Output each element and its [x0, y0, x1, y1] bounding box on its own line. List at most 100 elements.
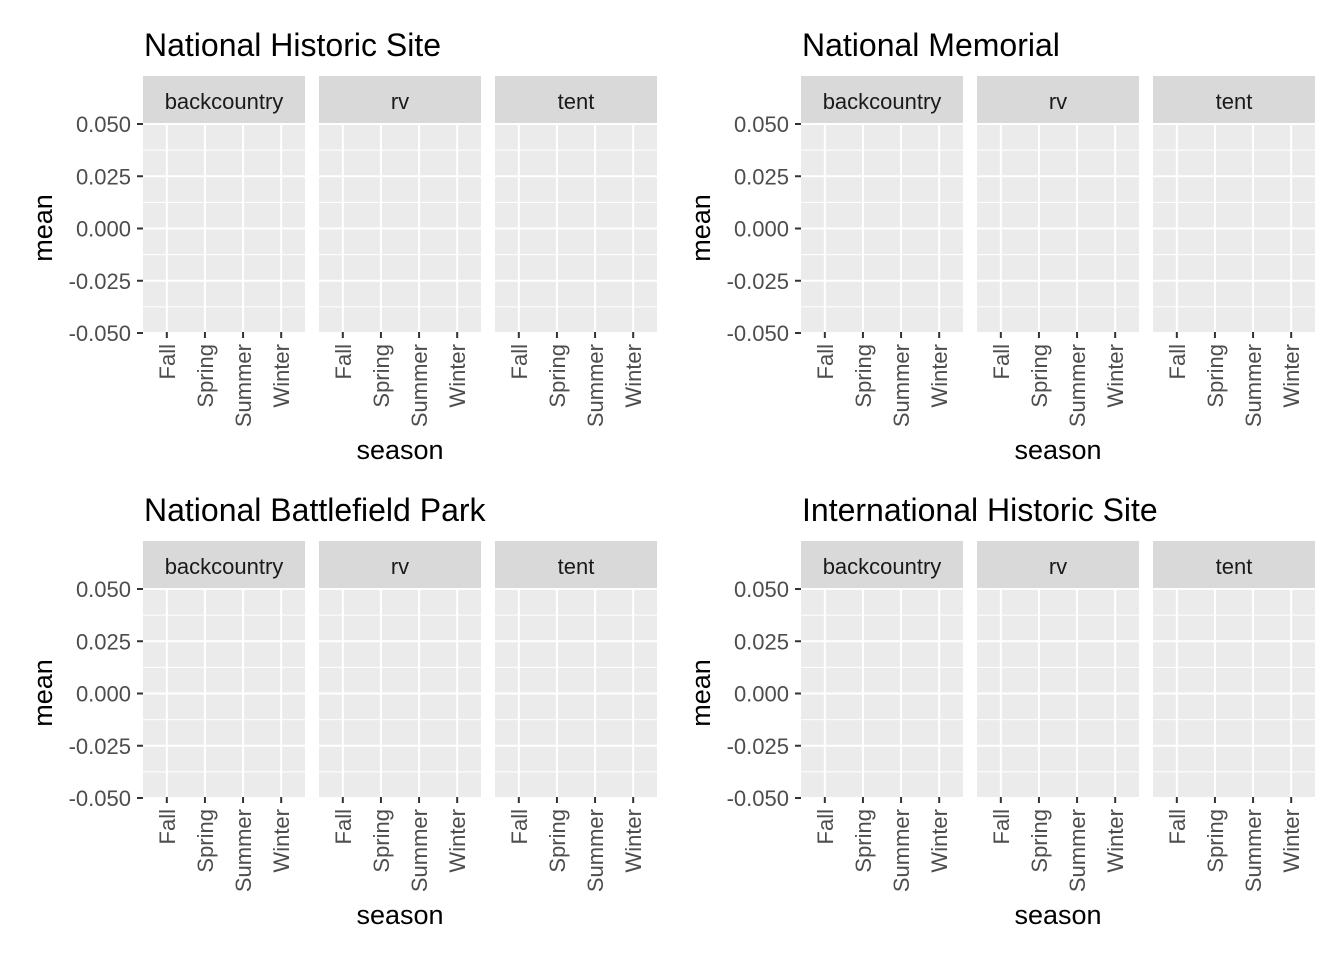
- x-tick-label: Fall: [813, 809, 838, 844]
- y-tick-label: -0.050: [69, 786, 131, 811]
- x-tick-label: Spring: [545, 809, 570, 873]
- y-tick-label: -0.050: [727, 786, 789, 811]
- y-axis-title: mean: [686, 659, 716, 727]
- y-tick-label: 0.025: [76, 629, 131, 654]
- facet-strip: [319, 541, 481, 588]
- chart-panel-group: National Historic Site backcountry Fall Spr…: [28, 27, 657, 465]
- facet-strip: [977, 541, 1139, 588]
- x-tick-label: Winter: [621, 809, 646, 873]
- x-tick-label: Summer: [231, 344, 256, 427]
- x-tick-label: Fall: [331, 344, 356, 379]
- facet-panel: tent Fall Spring Summer Winter: [1153, 541, 1315, 892]
- x-tick-label: Fall: [989, 344, 1014, 379]
- y-axis-title: mean: [28, 194, 58, 262]
- x-axis-title: season: [1014, 435, 1101, 465]
- facet-panel: backcountry Fall Spring Summer Winter: [801, 541, 963, 892]
- x-tick-label: Spring: [1027, 809, 1052, 873]
- facet-panel: tent Fall Spring Summer Winter: [495, 76, 657, 427]
- x-tick-label: Summer: [889, 809, 914, 892]
- x-tick-label: Winter: [269, 344, 294, 408]
- y-tick-label: -0.050: [727, 321, 789, 346]
- facet-strip-label: tent: [558, 554, 595, 579]
- y-tick-label: -0.050: [69, 321, 131, 346]
- facet-strip-label: backcountry: [823, 554, 942, 579]
- chart-panel-group: International Historic Site backcountry Fa…: [686, 492, 1315, 930]
- facet-strip-label: tent: [558, 89, 595, 114]
- x-tick-label: Fall: [507, 344, 532, 379]
- x-tick-label: Spring: [369, 809, 394, 873]
- y-tick-label: 0.050: [76, 577, 131, 602]
- facet-strip: [977, 76, 1139, 123]
- facet-panel: backcountry Fall Spring Summer Winter: [143, 76, 305, 427]
- x-tick-label: Spring: [1203, 344, 1228, 408]
- facet-strip-label: tent: [1216, 554, 1253, 579]
- x-tick-label: Fall: [813, 344, 838, 379]
- chart-title: National Memorial: [802, 27, 1060, 63]
- chart-panel-group: National Memorial backcountry Fall Spring Su…: [686, 27, 1315, 465]
- y-tick-label: 0.025: [76, 164, 131, 189]
- x-tick-label: Summer: [407, 344, 432, 427]
- x-tick-label: Spring: [851, 344, 876, 408]
- facet-strip-label: backcountry: [165, 554, 284, 579]
- x-tick-label: Spring: [545, 344, 570, 408]
- facet-strip-label: rv: [391, 554, 409, 579]
- y-axis-title: mean: [28, 659, 58, 727]
- x-tick-label: Winter: [445, 809, 470, 873]
- x-tick-label: Fall: [1165, 344, 1190, 379]
- chart-title: International Historic Site: [802, 492, 1158, 528]
- x-tick-label: Summer: [889, 344, 914, 427]
- x-tick-label: Summer: [407, 809, 432, 892]
- facet-panel: rv Fall Spring Summer Winter: [977, 76, 1139, 427]
- facet-strip: [1153, 541, 1315, 588]
- facet-strip: [495, 541, 657, 588]
- facet-strip-label: rv: [391, 89, 409, 114]
- y-tick-label: -0.025: [69, 734, 131, 759]
- facet-panel: tent Fall Spring Summer Winter: [495, 541, 657, 892]
- x-tick-label: Spring: [193, 344, 218, 408]
- x-tick-label: Winter: [621, 344, 646, 408]
- facet-panel: backcountry Fall Spring Summer Winter: [143, 541, 305, 892]
- facet-panel: rv Fall Spring Summer Winter: [319, 541, 481, 892]
- chart-title: National Historic Site: [144, 27, 441, 63]
- x-tick-label: Fall: [1165, 809, 1190, 844]
- y-tick-label: 0.025: [734, 164, 789, 189]
- x-tick-label: Summer: [1241, 809, 1266, 892]
- facet-strip-label: backcountry: [165, 89, 284, 114]
- x-tick-label: Winter: [1279, 809, 1304, 873]
- x-axis-title: season: [356, 900, 443, 930]
- x-axis-title: season: [356, 435, 443, 465]
- x-tick-label: Spring: [851, 809, 876, 873]
- x-tick-label: Fall: [155, 809, 180, 844]
- y-tick-label: -0.025: [727, 734, 789, 759]
- facet-strip: [143, 76, 305, 123]
- x-axis-title: season: [1014, 900, 1101, 930]
- chart-title: National Battlefield Park: [144, 492, 487, 528]
- x-tick-label: Summer: [1065, 344, 1090, 427]
- chart-panel-group: National Battlefield Park backcountry Fall…: [28, 492, 657, 930]
- facet-panel: tent Fall Spring Summer Winter: [1153, 76, 1315, 427]
- x-tick-label: Summer: [1065, 809, 1090, 892]
- y-tick-label: 0.050: [76, 112, 131, 137]
- facet-strip: [801, 76, 963, 123]
- y-tick-label: 0.050: [734, 112, 789, 137]
- x-tick-label: Spring: [369, 344, 394, 408]
- facet-panel: rv Fall Spring Summer Winter: [319, 76, 481, 427]
- x-tick-label: Spring: [1027, 344, 1052, 408]
- facet-strip: [495, 76, 657, 123]
- x-tick-label: Fall: [507, 809, 532, 844]
- y-tick-label: -0.025: [69, 269, 131, 294]
- y-tick-label: 0.000: [76, 217, 131, 242]
- x-tick-label: Summer: [231, 809, 256, 892]
- facet-strip-label: rv: [1049, 554, 1067, 579]
- facet-strip-label: tent: [1216, 89, 1253, 114]
- y-tick-label: 0.000: [734, 217, 789, 242]
- facet-strip: [143, 541, 305, 588]
- x-tick-label: Spring: [193, 809, 218, 873]
- y-axis-title: mean: [686, 194, 716, 262]
- x-tick-label: Winter: [1103, 809, 1128, 873]
- x-tick-label: Fall: [331, 809, 356, 844]
- facet-strip: [1153, 76, 1315, 123]
- x-tick-label: Fall: [155, 344, 180, 379]
- x-tick-label: Fall: [989, 809, 1014, 844]
